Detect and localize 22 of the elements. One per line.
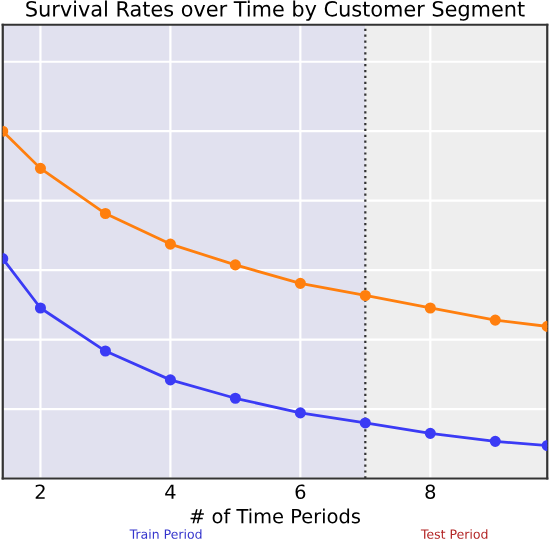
x-tick-label: 4 xyxy=(165,484,176,499)
x-tick-label: 2 xyxy=(35,484,45,499)
point xyxy=(294,277,306,289)
chart-title: Survival Rates over Time by Customer Segment xyxy=(26,0,525,21)
point xyxy=(99,207,111,220)
point xyxy=(489,314,501,326)
point xyxy=(359,417,371,429)
point xyxy=(489,435,501,447)
x-tick-label: 6 xyxy=(295,484,306,500)
point xyxy=(424,427,436,439)
point xyxy=(294,407,306,419)
point xyxy=(164,374,176,386)
point xyxy=(229,259,241,271)
point xyxy=(424,302,436,314)
point xyxy=(359,289,371,302)
x-axis-title: # of Time Periods xyxy=(190,508,360,524)
point xyxy=(229,392,241,404)
x-tick-label: 8 xyxy=(425,484,436,500)
point xyxy=(164,238,176,250)
point xyxy=(34,162,46,174)
point xyxy=(99,345,111,357)
point xyxy=(34,302,46,314)
